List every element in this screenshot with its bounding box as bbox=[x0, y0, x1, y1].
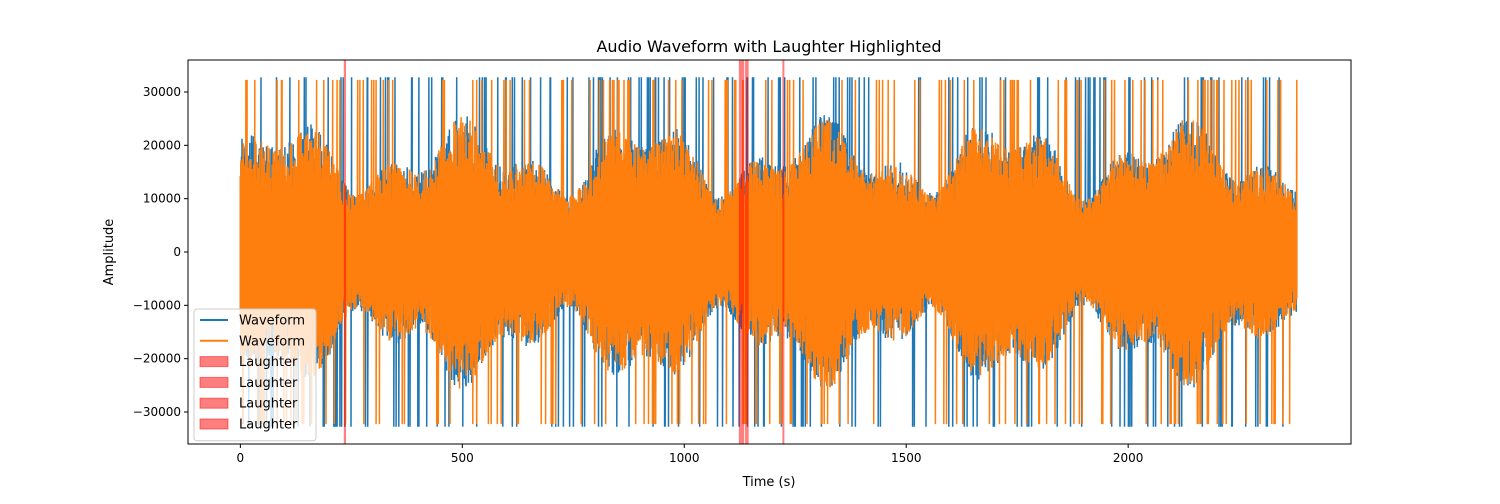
legend-swatch-patch bbox=[199, 376, 229, 388]
y-tick-label: 0 bbox=[173, 245, 181, 259]
legend-label: Waveform bbox=[239, 314, 305, 329]
x-axis: 0 500 1000 1500 2000 bbox=[237, 444, 1144, 465]
y-tick-label: −10000 bbox=[133, 298, 181, 312]
legend: Waveform Waveform Laughter Laughter Laughter… bbox=[193, 308, 317, 442]
y-axis-label: Amplitude bbox=[102, 219, 117, 286]
x-tick-label: 1500 bbox=[891, 451, 922, 465]
x-tick-label: 1000 bbox=[669, 451, 700, 465]
legend-swatch-patch bbox=[199, 418, 229, 430]
x-tick-label: 0 bbox=[237, 451, 245, 465]
laughter-span-1 bbox=[343, 60, 347, 444]
y-tick-label: 10000 bbox=[143, 192, 181, 206]
legend-swatch-patch bbox=[199, 356, 229, 368]
y-tick-label: 30000 bbox=[143, 85, 181, 99]
y-axis: −30000 −20000 −10000 0 10000 20000 30000 bbox=[133, 85, 188, 419]
chart-title: Audio Waveform with Laughter Highlighted bbox=[596, 37, 941, 56]
y-tick-label: −20000 bbox=[133, 352, 181, 366]
laughter-span-2 bbox=[738, 60, 745, 444]
legend-label: Waveform bbox=[239, 334, 305, 349]
legend-swatch-patch bbox=[199, 397, 229, 409]
legend-label: Laughter bbox=[239, 355, 298, 370]
y-tick-label: −30000 bbox=[133, 405, 181, 419]
y-tick-label: 20000 bbox=[143, 138, 181, 152]
legend-label: Laughter bbox=[239, 418, 298, 433]
legend-label: Laughter bbox=[239, 376, 298, 391]
laughter-span-4 bbox=[782, 60, 785, 444]
legend-label: Laughter bbox=[239, 397, 298, 412]
x-axis-label: Time (s) bbox=[742, 475, 796, 490]
laughter-span-3 bbox=[745, 60, 749, 444]
series-waveform-2 bbox=[239, 79, 1298, 425]
x-tick-label: 2000 bbox=[1113, 451, 1144, 465]
x-tick-label: 500 bbox=[451, 451, 474, 465]
